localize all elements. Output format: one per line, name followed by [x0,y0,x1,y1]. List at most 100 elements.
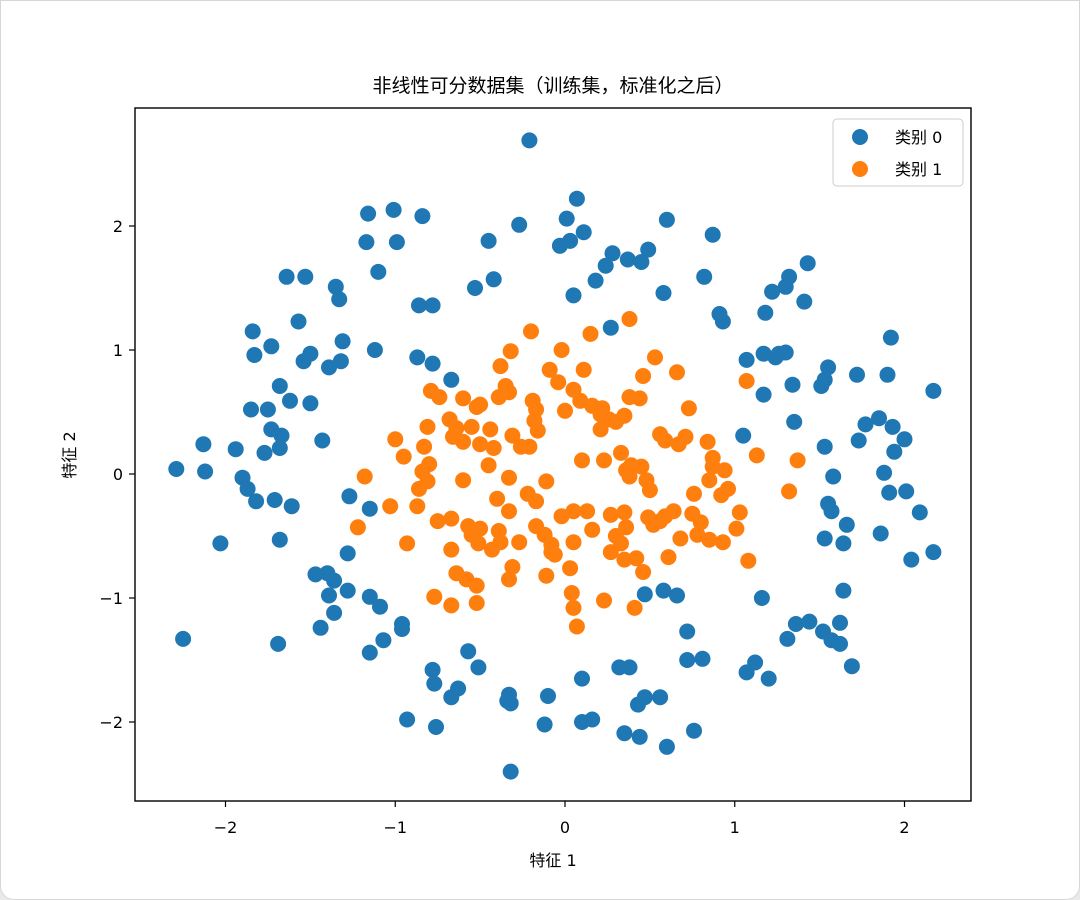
data-point-class-1 [680,400,697,417]
data-point-class-0 [290,313,307,330]
data-point-class-1 [621,389,638,406]
data-point-class-1 [647,349,663,366]
data-point-class-1 [635,368,652,384]
data-point-class-0 [521,132,538,149]
data-point-class-1 [455,472,472,489]
data-point-class-0 [502,763,519,780]
data-point-class-0 [562,232,579,249]
y-axis-ticks: −2 −1 0 1 2 [99,217,135,732]
data-point-class-0 [832,614,848,631]
data-point-class-0 [358,234,375,251]
data-point-class-1 [731,504,748,521]
data-point-class-1 [568,618,585,635]
data-point-class-0 [872,525,889,542]
data-point-class-0 [263,338,280,355]
data-point-class-0 [694,650,711,667]
data-point-class-1 [445,428,461,445]
axes-frame [134,107,972,802]
data-point-class-1 [628,550,645,567]
legend: 类别 0 类别 1 [832,118,964,187]
data-point-class-0 [816,530,833,547]
data-point-class-0 [283,498,300,515]
data-point-class-0 [248,493,265,510]
data-point-class-0 [558,210,575,227]
data-point-class-0 [696,268,713,285]
scatter-points [168,132,942,780]
x-axis-label: 特征 1 [529,851,576,870]
data-point-class-0 [816,438,833,455]
data-point-class-1 [511,534,528,551]
data-point-class-1 [492,534,509,551]
data-point-class-0 [823,503,840,520]
data-point-class-0 [896,431,913,448]
data-point-class-1 [701,472,718,489]
data-point-class-1 [523,323,539,340]
data-point-class-0 [784,376,801,393]
data-point-class-1 [482,421,499,438]
data-point-class-0 [271,531,288,548]
data-point-class-0 [426,675,443,692]
data-point-class-0 [850,432,867,449]
data-point-class-1 [538,567,555,584]
data-point-class-1 [550,374,567,391]
data-point-class-0 [704,226,721,243]
data-point-class-1 [504,559,521,575]
data-point-class-0 [757,304,774,321]
data-point-class-0 [312,619,329,636]
data-point-class-0 [747,654,764,671]
data-point-class-1 [443,510,460,527]
data-point-class-0 [443,371,460,388]
data-point-class-0 [786,413,803,430]
y-axis-label: 特征 2 [60,431,79,478]
legend-marker-class-0 [852,129,868,145]
data-point-class-1 [592,421,609,438]
data-point-class-0 [332,353,349,370]
data-point-class-1 [546,546,563,563]
data-point-class-1 [409,498,426,515]
data-point-class-1 [716,462,733,479]
data-point-class-0 [640,241,657,258]
data-point-class-0 [511,216,528,233]
data-point-class-0 [331,291,348,308]
data-point-class-0 [295,353,312,370]
data-point-class-0 [738,351,755,368]
data-point-class-0 [835,535,852,552]
data-point-class-1 [429,513,446,530]
data-point-class-0 [604,245,621,262]
data-point-class-1 [443,597,460,614]
data-point-class-0 [796,293,813,310]
data-point-class-0 [502,695,519,712]
data-point-class-1 [621,311,638,327]
data-point-class-1 [660,549,677,566]
data-point-class-1 [626,599,643,616]
data-point-class-0 [424,661,441,678]
data-point-class-1 [455,390,472,407]
data-point-class-0 [385,201,402,218]
data-point-class-0 [485,271,502,288]
data-point-class-1 [485,440,502,456]
data-point-class-1 [504,427,521,444]
data-point-class-1 [748,447,765,464]
data-point-class-0 [735,427,752,444]
data-point-class-1 [714,534,731,551]
data-point-class-1 [472,436,489,453]
data-point-class-0 [597,257,614,274]
data-point-class-1 [607,413,624,430]
data-point-class-0 [467,280,483,296]
data-point-class-0 [302,395,319,412]
data-point-class-0 [616,725,633,742]
data-point-class-1 [602,544,619,561]
data-point-class-0 [278,268,295,285]
data-point-class-1 [692,514,709,531]
data-point-class-0 [679,652,696,668]
x-tick-label: 1 [730,818,740,837]
data-point-class-0 [835,582,852,599]
data-point-class-0 [825,468,842,485]
y-tick-label: 0 [113,465,123,484]
data-point-class-0 [314,432,331,449]
data-point-class-1 [468,595,485,611]
data-point-class-0 [925,382,942,399]
x-tick-label: 2 [899,818,909,837]
data-point-class-1 [565,599,582,616]
data-point-class-0 [195,436,212,453]
